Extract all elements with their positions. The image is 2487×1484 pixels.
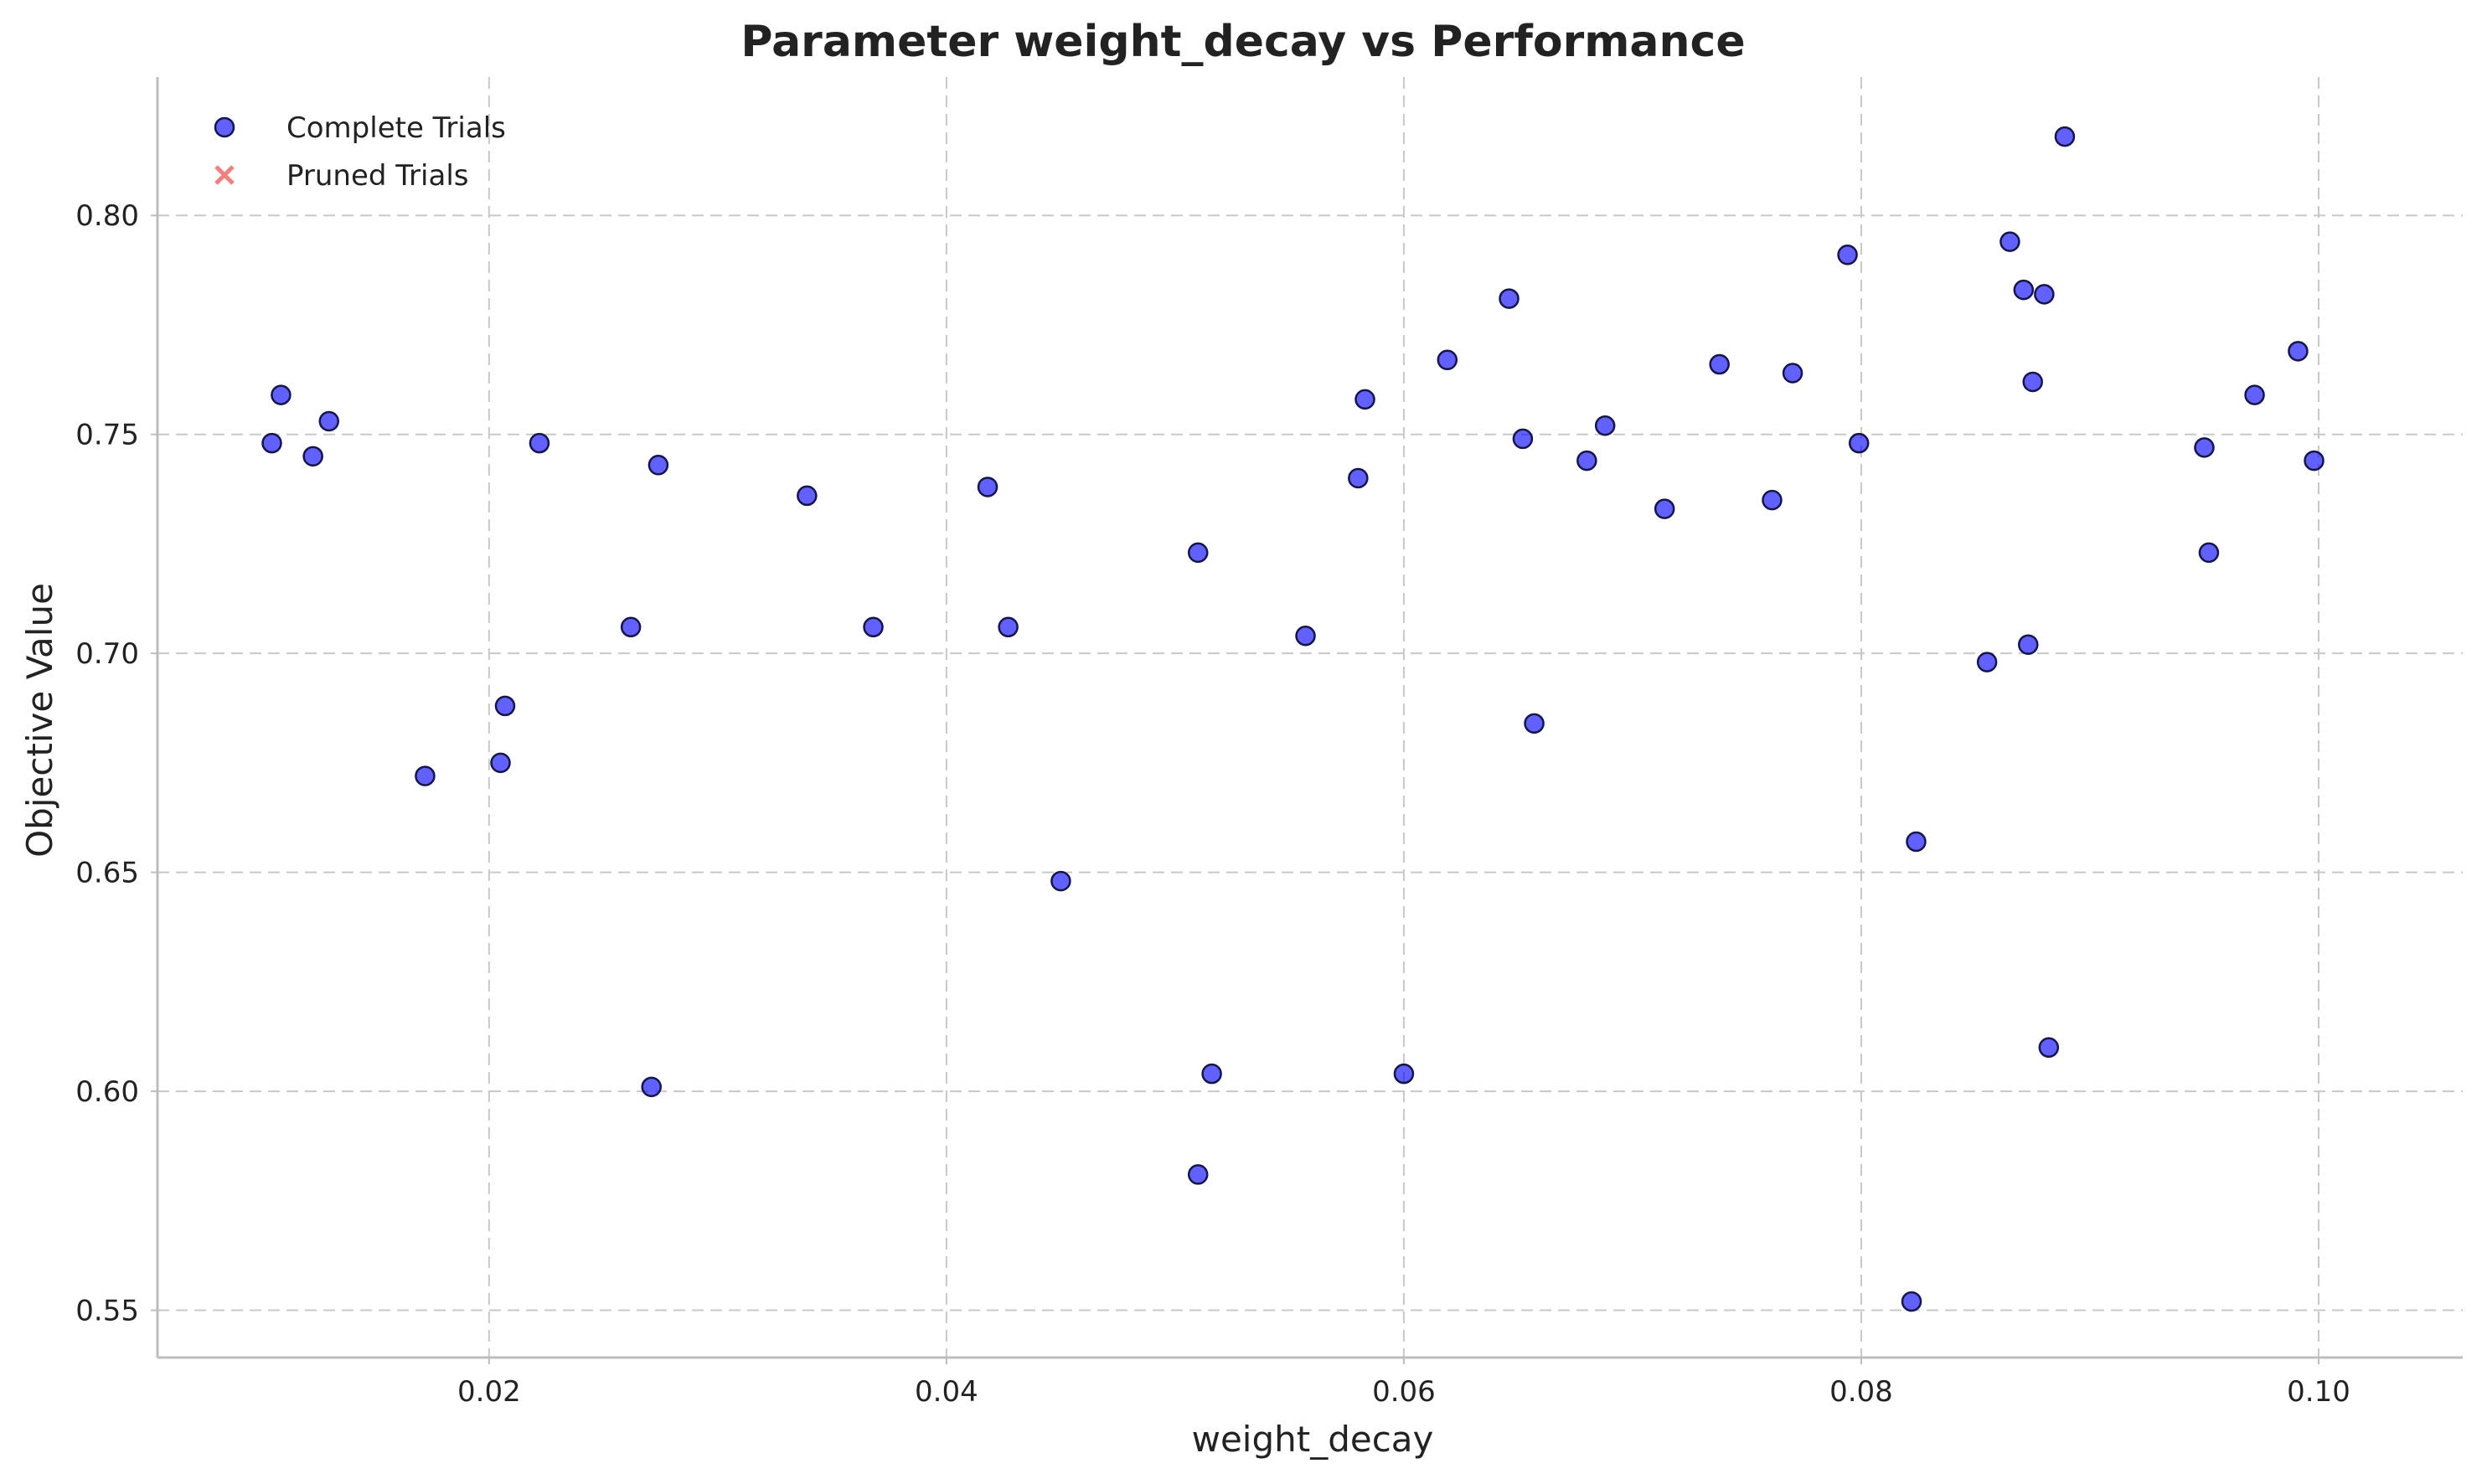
y-tick-label: 0.80 (75, 199, 139, 233)
complete-trial-point (2288, 341, 2309, 362)
x-tick-label: 0.04 (915, 1375, 978, 1409)
complete-trial-point (1295, 625, 1316, 647)
complete-trial-point (1576, 450, 1597, 471)
complete-trial-point (648, 455, 669, 476)
complete-trial-point (271, 384, 292, 405)
complete-trial-point (1762, 489, 1783, 511)
complete-trial-point (1654, 498, 1675, 519)
complete-trial-point (1348, 467, 1369, 489)
complete-trial-point (2018, 634, 2039, 655)
complete-trial-point (494, 695, 516, 717)
complete-trial-point (302, 446, 323, 467)
complete-trial-point (1901, 1291, 1922, 1312)
complete-trial-point (1709, 353, 1730, 375)
x-axis-label: weight_decay (1192, 1419, 1434, 1460)
complete-trial-point (1187, 1164, 1209, 1185)
complete-trial-point (1393, 1063, 1415, 1085)
complete-trial-point (2038, 1037, 2060, 1059)
axis-spines (156, 77, 2463, 1359)
chart-title: Parameter weight_decay vs Performance (740, 17, 1745, 67)
complete-trial-point (2054, 126, 2076, 147)
complete-trial-point (1782, 363, 1803, 384)
complete-trial-point (620, 616, 642, 638)
complete-trial-point (1524, 713, 1545, 734)
complete-trial-point (490, 752, 511, 774)
complete-trial-point (1187, 542, 1209, 564)
y-tick-label: 0.60 (75, 1075, 139, 1109)
y-tick-label: 0.55 (75, 1295, 139, 1328)
axis-ticks: 0.02 0.04 0.06 0.08 0.10 0.55 0.60 0.65 0.70 0.75… (75, 199, 2350, 1409)
complete-trial-point (2022, 371, 2043, 393)
complete-trial-point (2194, 437, 2215, 458)
legend: Complete Trials Pruned Trials (214, 111, 506, 193)
x-tick-label: 0.06 (1372, 1375, 1436, 1409)
complete-trial-point (998, 616, 1019, 638)
complete-trial-point (1512, 428, 1534, 450)
complete-trial-point (1050, 870, 1071, 892)
complete-trial-point (2304, 450, 2324, 471)
data-points (261, 126, 2324, 1312)
complete-trial-point (1976, 652, 1998, 672)
complete-trial-point (1906, 831, 1927, 853)
complete-trial-point (415, 765, 436, 786)
legend-pruned-label: Pruned Trials (286, 159, 468, 193)
y-axis-label: Objective Value (19, 583, 60, 858)
complete-trial-point (1354, 389, 1375, 410)
complete-trial-point (863, 616, 884, 638)
complete-trial-point (1499, 288, 1520, 309)
y-tick-label: 0.70 (75, 637, 139, 671)
complete-trial-point (1837, 245, 1858, 265)
complete-trial-point (318, 410, 340, 432)
complete-trial-point (1999, 231, 2020, 252)
grid-lines (157, 77, 2463, 1358)
complete-trial-point (977, 477, 998, 497)
x-tick-label: 0.10 (2287, 1375, 2350, 1409)
complete-trial-point (797, 485, 818, 507)
complete-trial-point (529, 432, 550, 454)
complete-trial-point (2034, 284, 2055, 305)
complete-trial-point (1848, 432, 1870, 454)
complete-trial-point (1201, 1063, 1222, 1085)
complete-trial-point (1437, 349, 1458, 371)
complete-trial-point (261, 432, 282, 454)
complete-trial-point (2013, 279, 2035, 301)
legend-pruned-marker (214, 165, 235, 185)
complete-trial-point (641, 1076, 662, 1098)
legend-complete-marker (214, 116, 235, 138)
x-tick-label: 0.02 (457, 1375, 521, 1409)
legend-complete-label: Complete Trials (286, 111, 506, 145)
complete-trial-point (1594, 415, 1616, 436)
complete-trial-point (2244, 384, 2265, 405)
complete-trial-point (2198, 542, 2220, 564)
y-tick-label: 0.65 (75, 857, 139, 890)
x-tick-label: 0.08 (1829, 1375, 1893, 1409)
y-tick-label: 0.75 (75, 419, 139, 452)
